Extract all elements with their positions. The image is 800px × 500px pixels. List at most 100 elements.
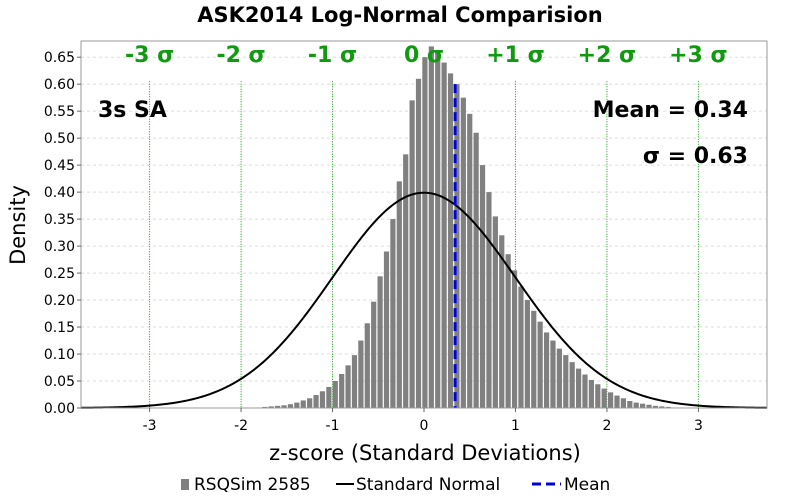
sigma-label: -3 σ [125,43,174,68]
histogram-bar [441,62,447,409]
histogram-bar [262,406,268,408]
histogram-bar [332,381,338,408]
histogram-bar [300,400,306,408]
histogram-bar [473,132,479,408]
histogram-bar [422,57,428,409]
histogram-bar [435,51,441,408]
histogram-bar [409,100,415,408]
sigma-annotation: σ = 0.63 [643,144,748,169]
histogram-bar [620,398,626,408]
histogram-bar [646,404,652,408]
histogram-bar [633,402,639,408]
histogram-bar [479,165,486,408]
y-tick-label: 0.45 [44,158,75,174]
legend-label-normal: Standard Normal [356,475,500,495]
histogram-bar [454,84,460,409]
y-tick-label: 0.65 [44,50,75,66]
histogram-bar [396,181,402,408]
histogram-bar [281,405,287,408]
chart-title: ASK2014 Log-Normal Comparision [197,3,602,27]
histogram-bar [665,406,671,408]
y-tick-label: 0.30 [44,239,75,255]
histogram-bar [460,97,466,408]
histogram-bar [486,192,492,408]
histogram-bar [345,365,351,408]
histogram-bar [268,406,274,408]
x-tick-label: 1 [511,418,520,434]
histogram-bar [627,400,633,408]
histogram-bar [319,391,326,408]
y-tick-label: 0.10 [44,347,75,363]
histogram-bar [358,340,364,408]
histogram-bar [601,388,607,408]
histogram-bar [537,321,543,408]
histogram-bar [652,405,659,408]
sigma-label: +3 σ [669,43,728,68]
x-tick-label: -2 [234,418,248,434]
component-label: 3s SA [98,98,167,123]
histogram-bar [518,286,524,408]
sigma-label: 0 σ [404,43,444,68]
histogram-bar [428,46,434,408]
histogram-bar [294,402,300,408]
histogram-bar [447,73,454,408]
histogram-bar [371,301,377,408]
sigma-label: +2 σ [578,43,637,68]
histogram-bar [550,340,556,408]
y-tick-label: 0.55 [44,104,75,120]
x-axis-label: z-score (Standard Deviations) [269,441,581,465]
y-tick-label: 0.60 [44,77,75,93]
sigma-label: -2 σ [216,43,265,68]
histogram-bar [364,323,370,408]
y-tick-label: 0.25 [44,266,75,282]
standard-normal-curve [80,191,768,409]
histogram-bar [563,355,569,408]
x-tick-label: 0 [420,418,429,434]
histogram-bar [511,270,518,408]
histogram-bar [640,403,646,408]
histogram-bar [390,219,396,408]
histogram-bars [255,46,697,409]
x-tick-label: -3 [143,418,157,434]
histogram-bar [339,373,345,408]
histogram-bar [569,362,575,408]
histogram-bar [287,404,294,408]
histogram-bar [582,374,588,408]
x-tick-label: 3 [694,418,703,434]
histogram-bar [607,392,614,408]
x-axis-ticks: -3 -2 -1 0 1 2 3 [143,408,703,434]
y-axis-ticks: 0.00 0.05 0.10 0.15 0.20 0.25 0.30 0.35 0.40 0.45… [44,50,81,417]
y-tick-label: 0.15 [44,320,75,336]
histogram-bar [307,398,313,408]
histogram-bar [275,405,281,408]
mean-annotation: Mean = 0.34 [593,98,748,123]
y-tick-label: 0.20 [44,293,75,309]
histogram-bar [467,113,473,408]
legend: RSQSim 2585 Standard Normal Mean [181,475,610,495]
sigma-label: +1 σ [486,43,545,68]
histogram-bar [499,235,505,408]
histogram-bar [524,300,530,408]
y-tick-label: 0.50 [44,131,75,147]
y-tick-label: 0.00 [44,401,75,417]
histogram-bar [326,386,332,408]
histogram-bar [595,384,601,408]
histogram-bar [543,332,550,408]
y-tick-label: 0.35 [44,212,75,228]
legend-swatch-histogram [181,479,189,490]
histogram-bar [403,154,409,408]
histogram-bar [492,216,498,408]
y-axis-label: Density [6,185,30,265]
histogram-bar [383,251,390,408]
histogram-bar [588,379,594,408]
histogram-bar [556,348,562,408]
sigma-lines [149,81,699,408]
legend-label-mean: Mean [564,475,610,495]
legend-label-histogram: RSQSim 2585 [194,475,311,495]
histogram-bar [313,395,319,408]
sigma-labels: -3 σ -2 σ -1 σ 0 σ +1 σ +2 σ +3 σ [125,43,728,68]
histogram-bar [505,254,511,408]
y-tick-label: 0.40 [44,185,75,201]
y-tick-label: 0.05 [44,374,75,390]
